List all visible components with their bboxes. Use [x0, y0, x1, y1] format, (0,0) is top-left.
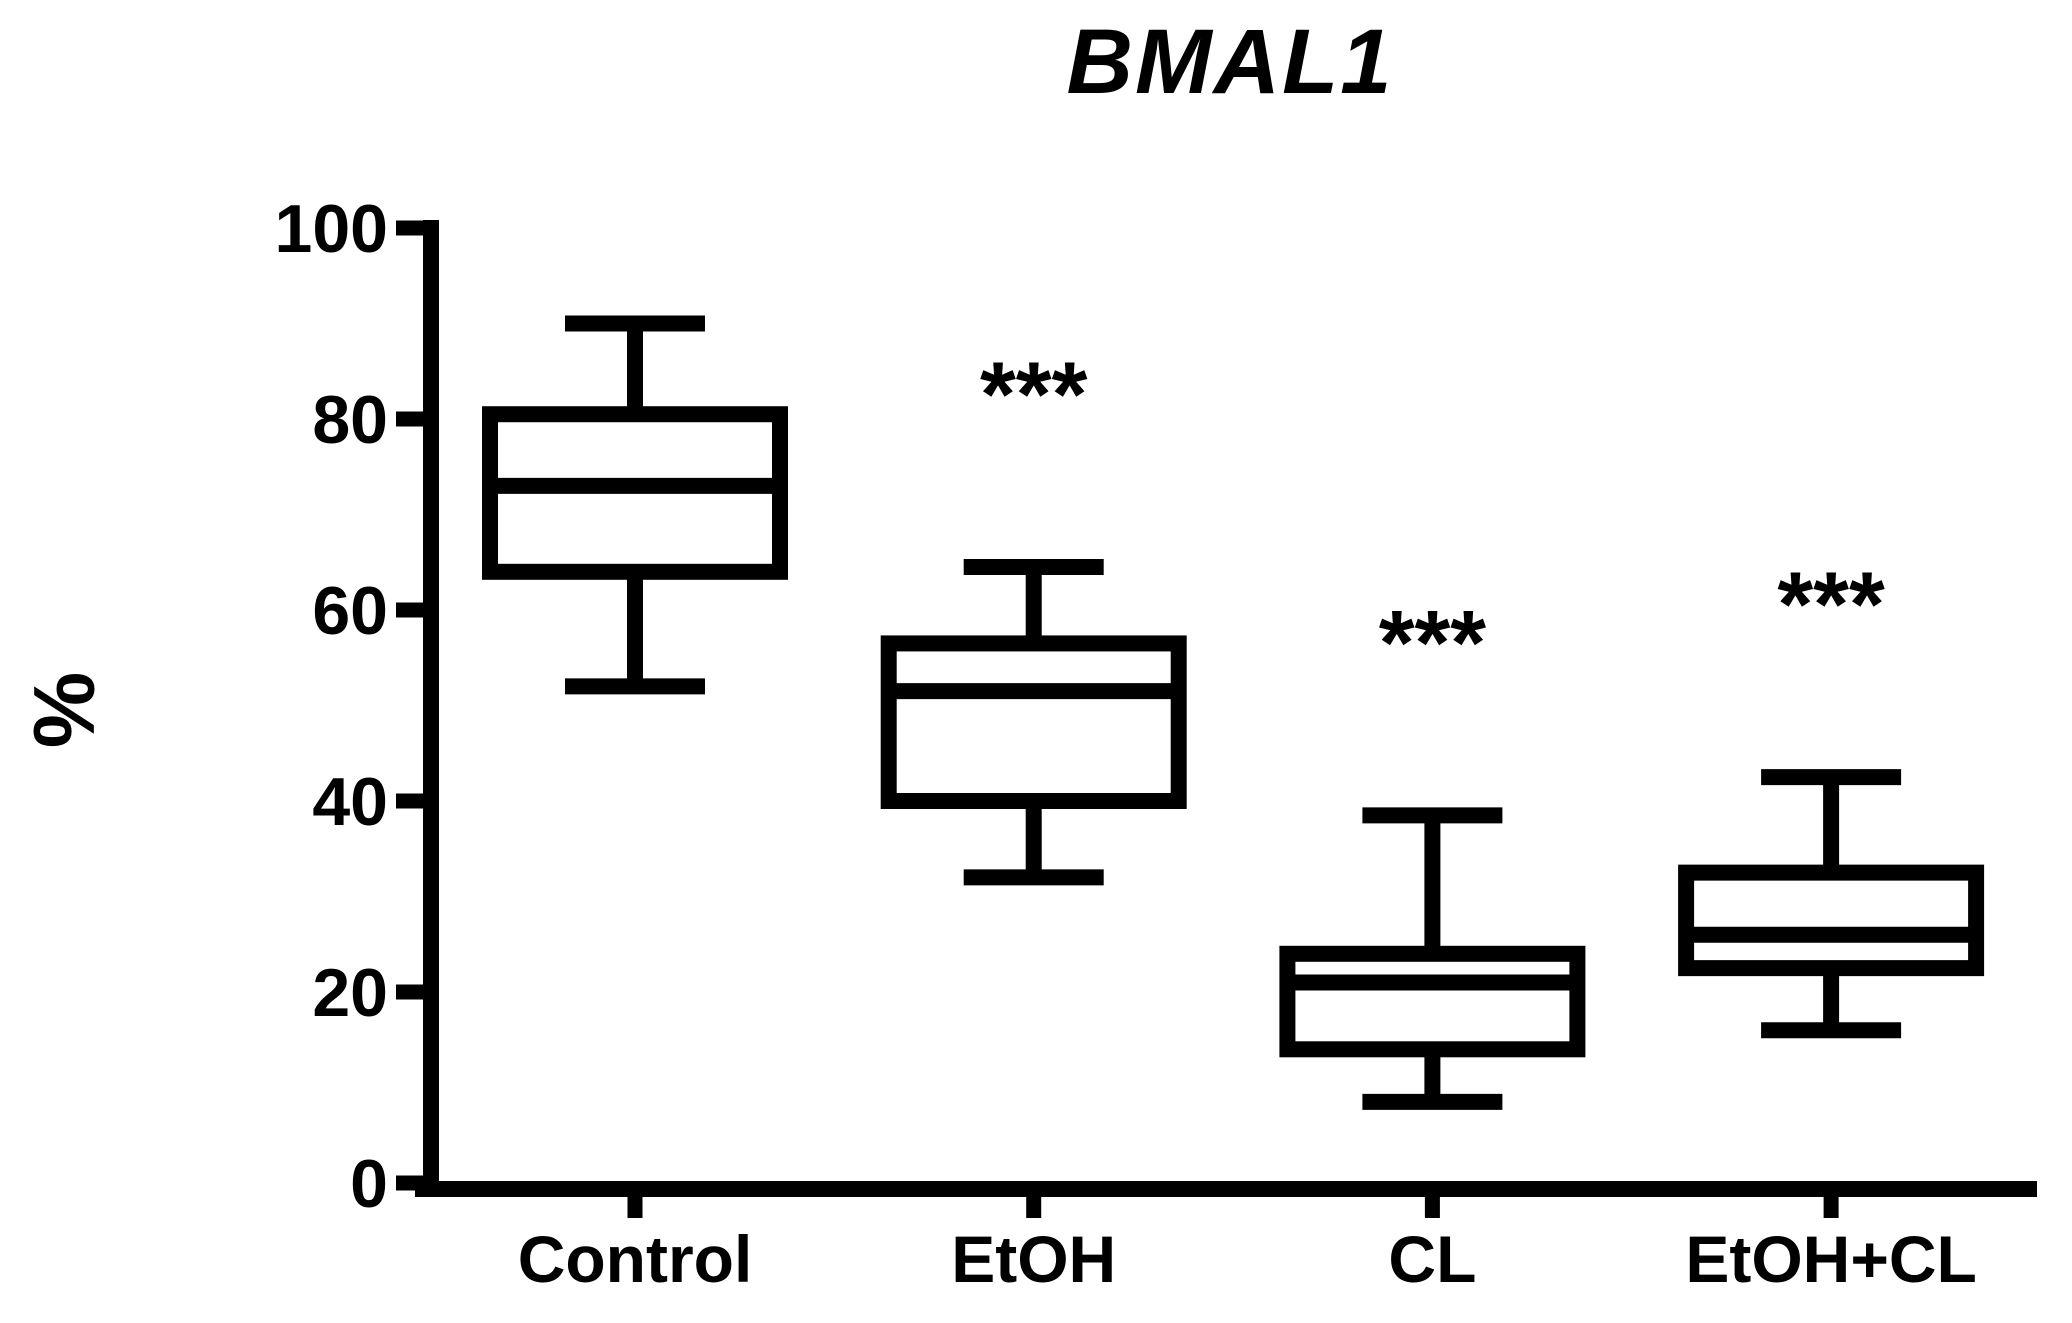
x-tick-label-etoh: EtOH [951, 1222, 1116, 1296]
x-tick-label-control: Control [518, 1222, 753, 1296]
significance-stars-cl: *** [1379, 592, 1487, 694]
y-tick-label: 40 [312, 764, 388, 840]
y-tick-label: 100 [275, 191, 388, 267]
chart-title: BMAL1 [1066, 11, 1394, 113]
box-group-control [482, 315, 788, 695]
significance-stars-etoh-cl: *** [1777, 554, 1885, 656]
box-group-cl: *** [1279, 592, 1586, 1110]
box-group-etoh-cl: *** [1678, 554, 1985, 1039]
y-tick-label: 0 [350, 1146, 388, 1222]
x-tick-label-cl: CL [1388, 1222, 1476, 1296]
significance-stars-etoh: *** [980, 344, 1088, 446]
box-group-etoh: *** [880, 344, 1187, 886]
y-tick-label: 20 [312, 955, 388, 1031]
y-tick-label: 80 [312, 382, 388, 458]
iqr-box-etoh-cl [1678, 864, 1985, 977]
iqr-box-etoh [880, 635, 1187, 809]
iqr-box-cl [1279, 945, 1586, 1058]
y-tick-label: 60 [312, 573, 388, 649]
x-tick-label-etoh-cl: EtOH+CL [1685, 1222, 1977, 1296]
